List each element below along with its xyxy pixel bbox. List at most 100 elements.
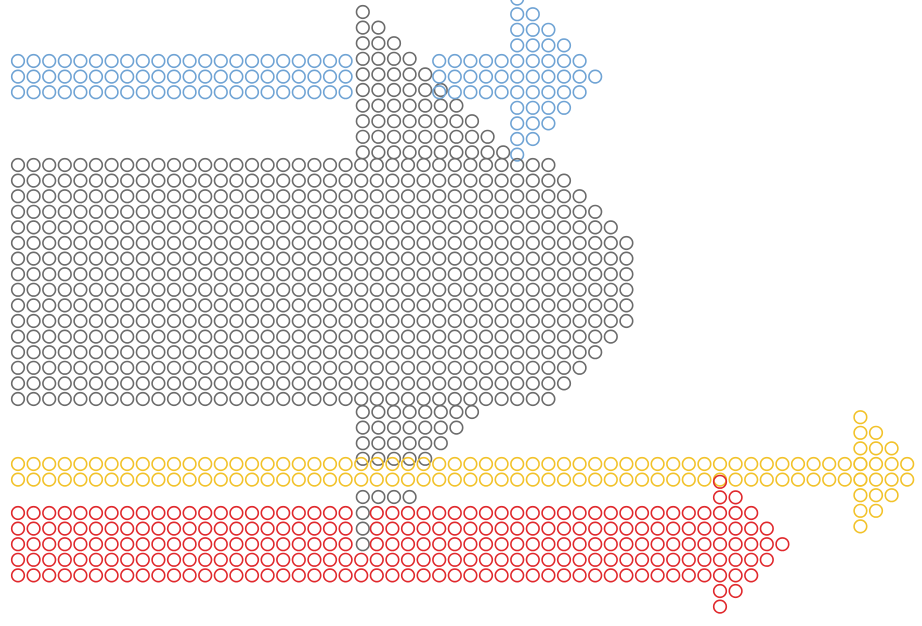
blue-arrow-dot — [120, 69, 135, 84]
red-arrow-dot — [322, 505, 338, 521]
blue-arrow-dot — [120, 53, 135, 69]
yellow-arrow-dot — [354, 456, 369, 472]
gray-arrow-dot — [416, 345, 431, 360]
yellow-arrow-dot — [198, 472, 213, 487]
gray-arrow-dot — [588, 220, 603, 235]
gray-arrow-dot — [322, 313, 338, 329]
red-arrow-dot — [400, 552, 416, 567]
gray-arrow-dot — [260, 173, 275, 188]
gray-arrow-dot — [556, 251, 572, 266]
red-arrow-dot — [276, 505, 291, 521]
gray-column-dot — [418, 129, 433, 144]
red-arrow-dot — [73, 568, 88, 583]
gray-column-dot — [386, 129, 402, 144]
gray-arrow-dot — [198, 220, 213, 235]
gray-arrow-dot — [276, 173, 291, 188]
gray-arrow-dot — [541, 376, 556, 391]
red-arrow-dot — [619, 505, 634, 521]
red-arrow-dot — [650, 505, 665, 521]
gray-arrow-dot — [369, 157, 384, 173]
red-arrow-dot — [369, 521, 384, 536]
gray-arrow-dot — [26, 345, 41, 360]
gray-arrow-dot — [338, 376, 353, 391]
gray-arrow-dot — [307, 313, 322, 329]
gray-column-dot — [371, 98, 386, 113]
blue-arrow-dot — [166, 69, 182, 84]
gray-arrow-dot — [182, 298, 197, 313]
gray-arrow-dot — [478, 360, 494, 375]
gray-arrow-dot — [151, 391, 166, 407]
red-arrow-dot — [432, 552, 447, 567]
gray-arrow-dot — [369, 235, 384, 251]
gray-arrow-dot — [26, 173, 41, 188]
blue-arrow-dot — [510, 116, 525, 131]
gray-arrow-dot — [42, 329, 57, 344]
gray-column-dot — [402, 436, 417, 451]
gray-arrow-dot — [525, 376, 540, 391]
gray-arrow-dot — [135, 267, 150, 282]
blue-arrow-dot — [229, 53, 244, 69]
gray-arrow-dot — [213, 204, 228, 219]
gray-arrow-dot — [354, 251, 369, 266]
blue-arrow-dot — [104, 85, 119, 100]
gray-arrow-dot — [73, 267, 88, 282]
gray-arrow-dot — [198, 329, 213, 344]
gray-arrow-dot — [619, 235, 634, 251]
gray-column-dot — [433, 98, 448, 113]
gray-arrow-dot — [603, 220, 618, 235]
red-arrow-dot — [166, 505, 182, 521]
gray-arrow-dot — [416, 204, 431, 219]
red-arrow-dot — [10, 568, 26, 583]
gray-arrow-dot — [400, 204, 416, 219]
red-arrow-dot — [697, 537, 712, 552]
yellow-arrow-dot — [868, 503, 884, 518]
gray-arrow-dot — [166, 313, 182, 329]
gray-arrow-dot — [26, 204, 41, 219]
red-arrow-dot — [728, 537, 743, 552]
red-arrow-dot — [556, 537, 572, 552]
gray-arrow-dot — [432, 329, 447, 344]
gray-arrow-dot — [510, 391, 525, 407]
blue-arrow-dot — [525, 100, 540, 115]
red-arrow-dot — [416, 552, 431, 567]
gray-arrow-dot — [291, 329, 306, 344]
yellow-arrow-dot — [634, 456, 650, 472]
blue-arrow-dot — [73, 85, 88, 100]
gray-arrow-dot — [463, 329, 478, 344]
blue-arrow-dot — [556, 85, 572, 100]
gray-arrow-dot — [104, 235, 119, 251]
yellow-arrow-dot — [650, 472, 665, 487]
gray-arrow-dot — [260, 329, 275, 344]
red-arrow-dot — [198, 568, 213, 583]
red-arrow-dot — [572, 568, 587, 583]
blue-arrow-dot — [556, 100, 572, 115]
gray-arrow-dot — [213, 313, 228, 329]
yellow-arrow-dot — [26, 472, 41, 487]
gray-arrow-dot — [73, 376, 88, 391]
gray-arrow-dot — [260, 204, 275, 219]
gray-arrow-dot — [447, 204, 462, 219]
yellow-arrow-dot — [744, 472, 759, 487]
gray-arrow-dot — [510, 298, 525, 313]
red-arrow-dot — [369, 552, 384, 567]
gray-arrow-dot — [541, 235, 556, 251]
gray-arrow-dot — [57, 173, 72, 188]
gray-arrow-dot — [244, 267, 260, 282]
gray-arrow-dot — [432, 235, 447, 251]
gray-arrow-dot — [322, 204, 338, 219]
red-arrow-dot — [603, 552, 618, 567]
red-arrow-dot — [88, 552, 104, 567]
yellow-arrow-dot — [822, 472, 837, 487]
red-arrow-dot — [213, 521, 228, 536]
blue-arrow-dot — [510, 147, 525, 162]
gray-arrow-dot — [588, 329, 603, 344]
gray-arrow-dot — [135, 282, 150, 297]
gray-arrow-dot — [57, 313, 72, 329]
red-arrow-dot — [291, 505, 306, 521]
yellow-arrow-dot — [868, 441, 884, 456]
gray-arrow-dot — [463, 376, 478, 391]
blue-arrow-dot — [322, 53, 338, 69]
gray-arrow-dot — [572, 251, 587, 266]
gray-arrow-dot — [166, 173, 182, 188]
gray-arrow-dot — [369, 376, 384, 391]
